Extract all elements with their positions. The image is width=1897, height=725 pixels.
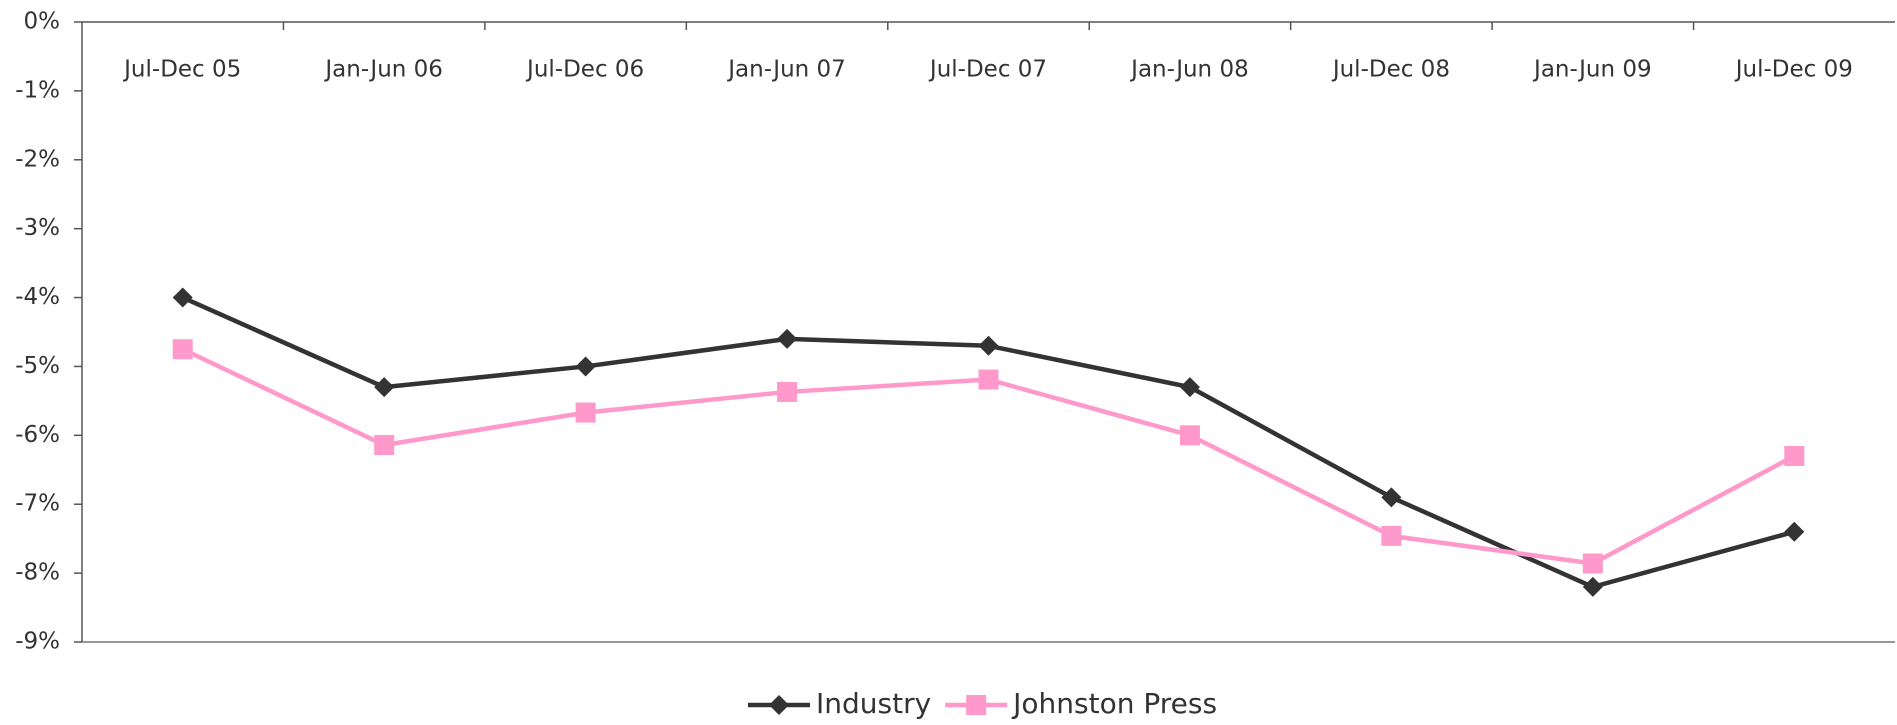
y-tick-label: -2%: [15, 146, 60, 172]
point: [1381, 525, 1402, 546]
point: [1784, 521, 1805, 542]
legend-marker: [769, 695, 789, 715]
x-tick-label: Jan-Jun 06: [323, 57, 443, 83]
point: [374, 434, 395, 455]
point: [1582, 553, 1603, 574]
x-tick-label: Jul-Dec 09: [1734, 57, 1853, 83]
point: [172, 339, 193, 360]
y-tick-label: -8%: [15, 560, 60, 586]
point: [1784, 446, 1805, 466]
point: [978, 335, 999, 356]
y-tick-label: -9%: [15, 629, 60, 655]
point: [1381, 487, 1402, 508]
x-tick-label: Jul-Dec 05: [122, 57, 241, 83]
point: [575, 356, 596, 377]
legend-label: Johnston Press: [1011, 687, 1217, 720]
legend-label: Industry: [816, 687, 931, 720]
y-tick-label: 0%: [24, 9, 61, 35]
x-tick-label: Jan-Jun 08: [1129, 57, 1249, 83]
point: [1582, 576, 1603, 597]
point: [777, 328, 798, 349]
x-tick-label: Jan-Jun 07: [726, 57, 846, 83]
x-tick-label: Jul-Dec 08: [1331, 57, 1450, 83]
y-tick-label: -7%: [15, 491, 60, 517]
y-tick-label: -1%: [15, 77, 60, 103]
point: [172, 287, 193, 308]
point: [1179, 425, 1200, 446]
y-tick-label: -3%: [15, 215, 60, 241]
point: [575, 402, 596, 423]
point: [978, 369, 999, 390]
y-tick-label: -6%: [15, 422, 60, 448]
legend-marker: [966, 695, 987, 715]
x-tick-label: Jan-Jun 09: [1532, 57, 1652, 83]
point: [1179, 377, 1200, 398]
x-tick-label: Jul-Dec 07: [928, 57, 1047, 83]
point: [374, 377, 395, 398]
x-tick-label: Jul-Dec 06: [525, 57, 644, 83]
y-tick-label: -5%: [15, 353, 60, 379]
y-tick-label: -4%: [15, 284, 60, 310]
point: [777, 381, 798, 402]
